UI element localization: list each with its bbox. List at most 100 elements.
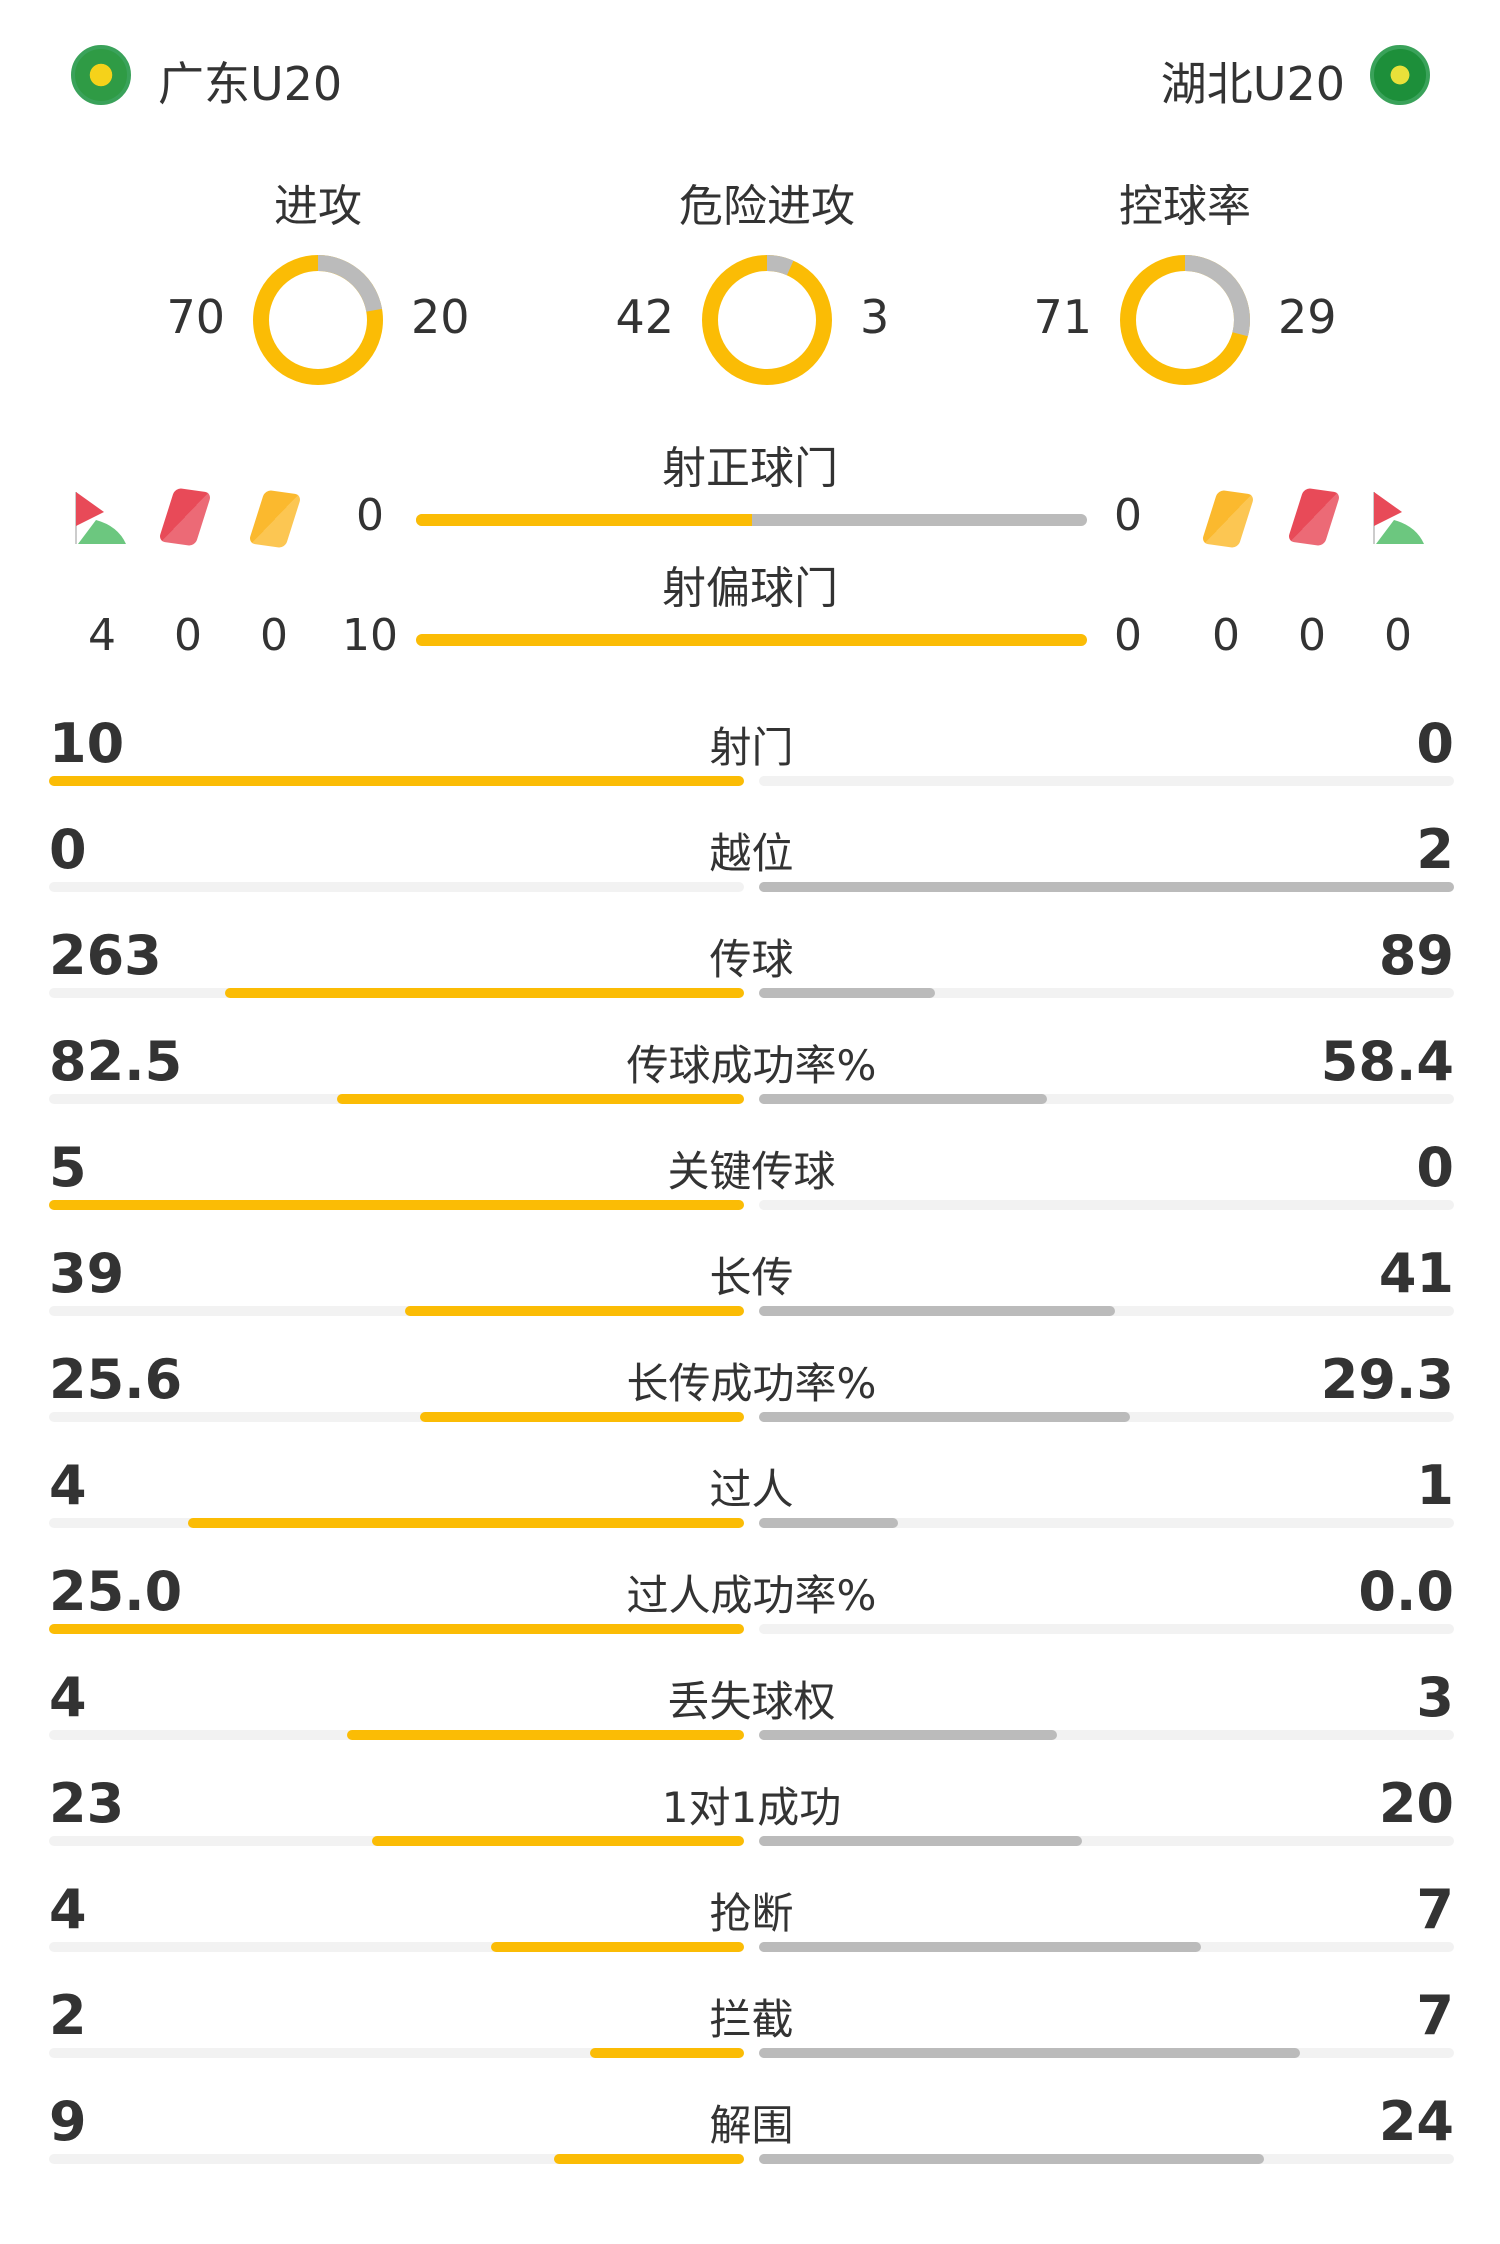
stat-row: 82.5 传球成功率% 58.4 (49, 1018, 1454, 1124)
stat-home-bar (419, 1412, 744, 1422)
stat-home-track (49, 1730, 744, 1740)
stat-away-value: 58.4 (1320, 1030, 1454, 1093)
stat-away-track (759, 882, 1454, 892)
stat-label: 1对1成功 (661, 1783, 842, 1832)
shots-off-home-fill (416, 634, 1087, 646)
stat-home-track (49, 1836, 744, 1846)
stat-home-value: 4 (49, 1878, 87, 1941)
stat-row: 263 传球 89 (49, 912, 1454, 1018)
stat-row: 39 长传 41 (49, 1230, 1454, 1336)
stat-away-value: 7 (1416, 1878, 1454, 1941)
shots-on-home: 0 (356, 490, 384, 541)
stat-label: 过人成功率% (626, 1571, 877, 1620)
stat-away-track (759, 1836, 1454, 1846)
stat-home-track (49, 988, 744, 998)
stat-away-value: 0 (1416, 712, 1454, 775)
away-team-logo (1370, 45, 1430, 105)
stat-home-value: 23 (49, 1772, 125, 1835)
stat-home-value: 0 (49, 818, 87, 881)
stat-away-value: 41 (1378, 1242, 1454, 1305)
shots-on-label: 射正球门 (662, 443, 838, 494)
stat-home-bar (346, 1730, 744, 1740)
stat-home-track (49, 1624, 744, 1634)
stat-label: 解围 (709, 2101, 794, 2150)
donut-away-arc (253, 255, 383, 385)
stat-away-track (759, 1624, 1454, 1634)
away-team-name[interactable]: 湖北U20 (1160, 57, 1345, 111)
stat-home-value: 4 (49, 1454, 87, 1517)
stat-away-track (759, 1518, 1454, 1528)
home-corners: 4 (88, 610, 116, 661)
yellow-card-icon (1201, 489, 1255, 549)
donut-chart (1120, 255, 1250, 385)
stat-label: 射门 (709, 723, 794, 772)
stat-home-value: 39 (49, 1242, 125, 1305)
stat-label: 长传成功率% (626, 1359, 877, 1408)
home-team-name[interactable]: 广东U20 (158, 57, 343, 111)
stat-home-track (49, 882, 744, 892)
stat-away-value: 3 (1416, 1666, 1454, 1729)
home-yellow-cards: 0 (260, 610, 288, 661)
red-card-icon (158, 487, 212, 547)
away-corners: 0 (1384, 610, 1412, 661)
stat-away-track (759, 2154, 1454, 2164)
stat-home-value: 25.6 (49, 1348, 183, 1411)
red-card-icon (1287, 487, 1341, 547)
stat-home-track (49, 1094, 744, 1104)
stat-row: 23 1对1成功 20 (49, 1760, 1454, 1866)
stat-away-bar (759, 2048, 1300, 2058)
donut-chart (253, 255, 383, 385)
donut-home-arc (702, 255, 832, 385)
shots-off-bar (416, 634, 1087, 646)
stat-row: 25.6 长传成功率% 29.3 (49, 1336, 1454, 1442)
stat-row: 10 射门 0 (49, 700, 1454, 806)
stat-home-value: 263 (49, 924, 162, 987)
donut-away-value: 3 (860, 290, 890, 344)
donut-home-value: 71 (1033, 290, 1092, 344)
stat-away-value: 24 (1378, 2090, 1454, 2153)
stat-label: 过人 (709, 1465, 794, 1514)
stat-home-track (49, 2154, 744, 2164)
stat-label: 抢断 (709, 1889, 794, 1938)
yellow-card-icon (248, 489, 302, 549)
stat-away-bar (759, 988, 935, 998)
shots-off-away: 0 (1114, 610, 1142, 661)
corner-flag-icon (1373, 492, 1424, 544)
stat-home-bar (49, 1624, 744, 1634)
donut-label: 控球率 (1119, 181, 1251, 232)
stat-away-track (759, 1094, 1454, 1104)
stat-home-track (49, 1518, 744, 1528)
stat-label: 关键传球 (667, 1147, 836, 1196)
stat-away-value: 0 (1416, 1136, 1454, 1199)
stat-away-track (759, 1306, 1454, 1316)
donut-label: 危险进攻 (679, 181, 855, 232)
donut-label: 进攻 (274, 181, 362, 232)
stat-away-track (759, 776, 1454, 786)
stat-away-value: 0.0 (1358, 1560, 1454, 1623)
donut-away-value: 29 (1278, 290, 1337, 344)
stat-away-value: 1 (1416, 1454, 1454, 1517)
stat-home-track (49, 1306, 744, 1316)
donut-home-value: 70 (166, 290, 225, 344)
away-yellow-cards: 0 (1212, 610, 1240, 661)
stat-label: 越位 (709, 829, 794, 878)
home-team-logo (71, 45, 131, 105)
donut-away-value: 20 (411, 290, 470, 344)
stat-away-bar (759, 1730, 1057, 1740)
stat-row: 5 关键传球 0 (49, 1124, 1454, 1230)
stat-away-bar (759, 1412, 1130, 1422)
stat-row: 0 越位 2 (49, 806, 1454, 912)
stat-label: 丢失球权 (667, 1677, 836, 1726)
stat-home-bar (49, 1200, 744, 1210)
stat-away-bar (759, 1836, 1083, 1846)
stat-row: 9 解围 24 (49, 2078, 1454, 2184)
stat-away-track (759, 2048, 1454, 2058)
stat-home-value: 25.0 (49, 1560, 183, 1623)
stat-home-value: 9 (49, 2090, 87, 2153)
donut-away-arc (702, 255, 832, 385)
away-red-cards: 0 (1298, 610, 1326, 661)
shots-on-bar (416, 514, 1087, 526)
donut-home-value: 42 (615, 290, 674, 344)
corner-flag-icon (75, 492, 126, 544)
stat-away-bar (759, 882, 1454, 892)
